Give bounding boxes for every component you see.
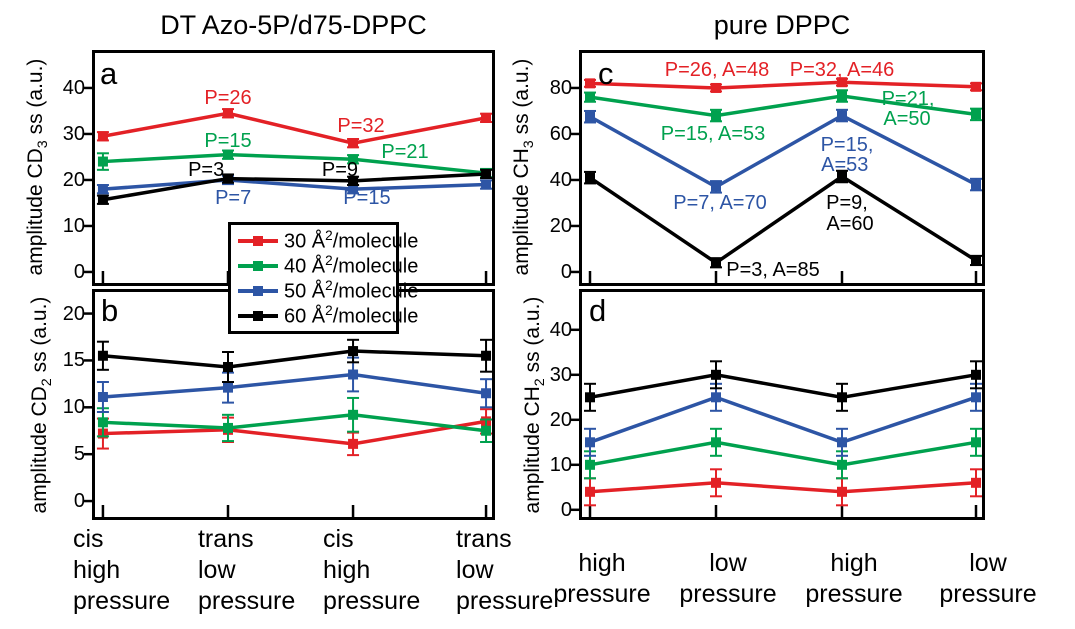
- y-tick-label: 0: [560, 260, 572, 283]
- x-category-label: low pressure: [679, 549, 777, 608]
- data-point-annotation: A=60: [826, 213, 874, 236]
- panel-d-plot-area: [571, 289, 985, 520]
- data-point-annotation: P=7, A=70: [673, 191, 767, 214]
- legend-label-30: 30 Å2/molecule: [284, 228, 418, 254]
- data-point-annotation: P=3, A=85: [726, 259, 820, 282]
- data-point-annotation: A=50: [883, 108, 931, 131]
- panel-label-c: c: [598, 56, 614, 91]
- legend-text: 40 Å: [284, 255, 326, 278]
- y-tick-label: 15: [62, 349, 85, 372]
- y-tick-label: 40: [549, 318, 572, 341]
- data-point-annotation: P=7: [215, 186, 252, 209]
- x-category-label: high pressure: [553, 549, 651, 608]
- y-tick-label: 10: [62, 214, 85, 237]
- data-point-annotation: P=9: [321, 158, 359, 181]
- data-point-annotation: P=15, A=53: [660, 123, 766, 146]
- legend-superscript: 2: [325, 277, 333, 293]
- legend-square: [253, 235, 263, 246]
- y-tick-label: 80: [549, 76, 572, 99]
- legend-superscript: 2: [325, 252, 333, 268]
- legend-text: /molecule: [332, 305, 419, 328]
- data-point-annotation: P=9,: [826, 191, 868, 214]
- legend-marker-30-icon: [238, 234, 278, 247]
- data-point-annotation: P=3: [188, 158, 225, 181]
- panel-label-b: b: [101, 293, 119, 328]
- legend-marker-50-icon: [238, 284, 278, 297]
- legend-square: [253, 260, 263, 271]
- title-right-column: pure DPPC: [713, 10, 851, 40]
- y-tick-label: 60: [549, 122, 572, 145]
- legend-square: [253, 285, 263, 296]
- x-category-label: trans low pressure: [197, 525, 296, 615]
- data-point-annotation: P=21,: [881, 88, 935, 111]
- y-tick-label: 10: [62, 396, 85, 419]
- y-tick-label: 30: [549, 363, 572, 386]
- data-point-annotation: P=26: [204, 87, 252, 110]
- x-category-label: trans low pressure: [456, 525, 554, 615]
- legend-text: 30 Å: [284, 230, 326, 253]
- panel-label-d: d: [589, 293, 607, 328]
- data-point-annotation: P=32: [337, 115, 385, 138]
- x-category-label: cis high pressure: [323, 525, 421, 615]
- y-tick-label: 10: [549, 453, 572, 476]
- data-point-annotation: P=15,: [820, 134, 874, 157]
- data-point-annotation: P=26, A=48: [664, 58, 770, 81]
- y-tick-label: 5: [73, 443, 85, 466]
- y-tick-label: 30: [62, 122, 85, 145]
- legend-superscript: 2: [325, 302, 333, 318]
- legend-item-30: 30 Å2/molecule: [238, 228, 418, 253]
- y-axis-label-text: amplitude CH: [521, 386, 544, 514]
- legend-text: /molecule: [332, 230, 419, 253]
- x-category-label: high pressure: [805, 549, 903, 608]
- y-tick-label: 0: [560, 498, 572, 521]
- legend-superscript: 2: [325, 227, 333, 243]
- data-point-annotation: P=15: [204, 129, 252, 152]
- panel-d-chart: [571, 328, 982, 517]
- legend-text: 60 Å: [284, 305, 326, 328]
- panel-b-plot-area: [84, 289, 495, 520]
- legend-item-60: 60 Å2/molecule: [238, 303, 418, 328]
- y-tick-label: 0: [73, 490, 85, 513]
- panel-label-a: a: [100, 56, 118, 91]
- data-point-annotation: P=21: [381, 140, 429, 163]
- legend-label-40: 40 Å2/molecule: [284, 253, 418, 279]
- legend-label-50: 50 Å2/molecule: [284, 278, 418, 304]
- legend-text: 50 Å: [284, 280, 326, 303]
- legend-marker-40-icon: [238, 259, 278, 272]
- legend: 30 Å2/molecule 40 Å2/molecule 50 Å2/mole…: [228, 222, 418, 334]
- y-tick-label: 20: [549, 214, 572, 237]
- data-point-annotation: A=53: [821, 153, 869, 176]
- panel-c-chart: [571, 77, 982, 283]
- data-point-annotation: P=32, A=46: [789, 58, 895, 81]
- y-tick-label: 40: [62, 76, 85, 99]
- x-category-label: low pressure: [939, 549, 1037, 608]
- y-tick-label: 20: [62, 302, 85, 325]
- y-tick-label: 0: [73, 260, 85, 283]
- panel-a-chart: [84, 86, 493, 283]
- data-point-annotation: P=15: [343, 186, 391, 209]
- x-category-label: cis high pressure: [72, 525, 171, 615]
- panel-b-chart: [84, 312, 493, 517]
- legend-text: /molecule: [332, 255, 419, 278]
- legend-item-40: 40 Å2/molecule: [238, 253, 418, 278]
- panel-c-plot-area: [571, 50, 985, 286]
- legend-text: /molecule: [332, 280, 419, 303]
- y-axis-label-subscript: 2: [39, 378, 56, 387]
- legend-label-60: 60 Å2/molecule: [284, 303, 418, 329]
- legend-marker-60-icon: [238, 309, 278, 322]
- legend-item-50: 50 Å2/molecule: [238, 278, 418, 303]
- title-left-column: DT Azo-5P/d75-DPPC: [160, 10, 427, 40]
- legend-square: [253, 310, 263, 321]
- y-tick-label: 20: [62, 168, 85, 191]
- y-tick-label: 20: [549, 408, 572, 431]
- y-tick-label: 40: [549, 168, 572, 191]
